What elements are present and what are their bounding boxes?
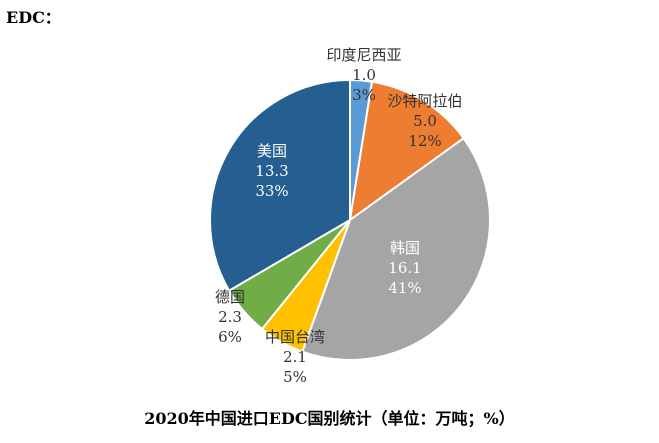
section-heading: EDC： [6,8,61,27]
slice-label-name: 印度尼西亚 [326,46,401,64]
pie-slice [301,136,491,361]
pie-slice [348,80,466,223]
slice-label-name: 中国台湾 [265,328,325,346]
slice-label-value: 1.0 [352,66,376,84]
slice-label-name: 沙特阿拉伯 [387,92,462,110]
slice-label-name: 德国 [215,288,245,306]
slice-label-percent: 33% [255,182,288,200]
pie-labels: 印度尼西亚 1.0 3% 沙特阿拉伯 5.0 12% 韩国 16.1 41% 中国台湾 2.1 5% 德… [215,46,463,386]
slice-label-value: 5.0 [413,112,437,130]
slice-label-value: 2.1 [283,348,307,366]
slice-label-percent: 6% [218,328,242,346]
slice-label-percent: 3% [352,86,376,104]
pie-slice [209,78,351,293]
slice-label-name: 美国 [257,142,287,160]
slice-label-value: 13.3 [255,162,288,180]
slice-label-name: 韩国 [390,239,420,257]
slice-label-value: 16.1 [388,259,421,277]
slice-label-percent: 5% [283,368,307,386]
pie-slices [209,78,491,361]
pie-chart: 印度尼西亚 1.0 3% 沙特阿拉伯 5.0 12% 韩国 16.1 41% 中国台湾 2.1 5% 德… [209,46,491,386]
slice-label-percent: 12% [408,132,441,150]
slice-label-percent: 41% [388,279,421,297]
chart-title: 2020年中国进口EDC国别统计（单位：万吨；%） [144,409,515,428]
slice-label-value: 2.3 [218,308,242,326]
